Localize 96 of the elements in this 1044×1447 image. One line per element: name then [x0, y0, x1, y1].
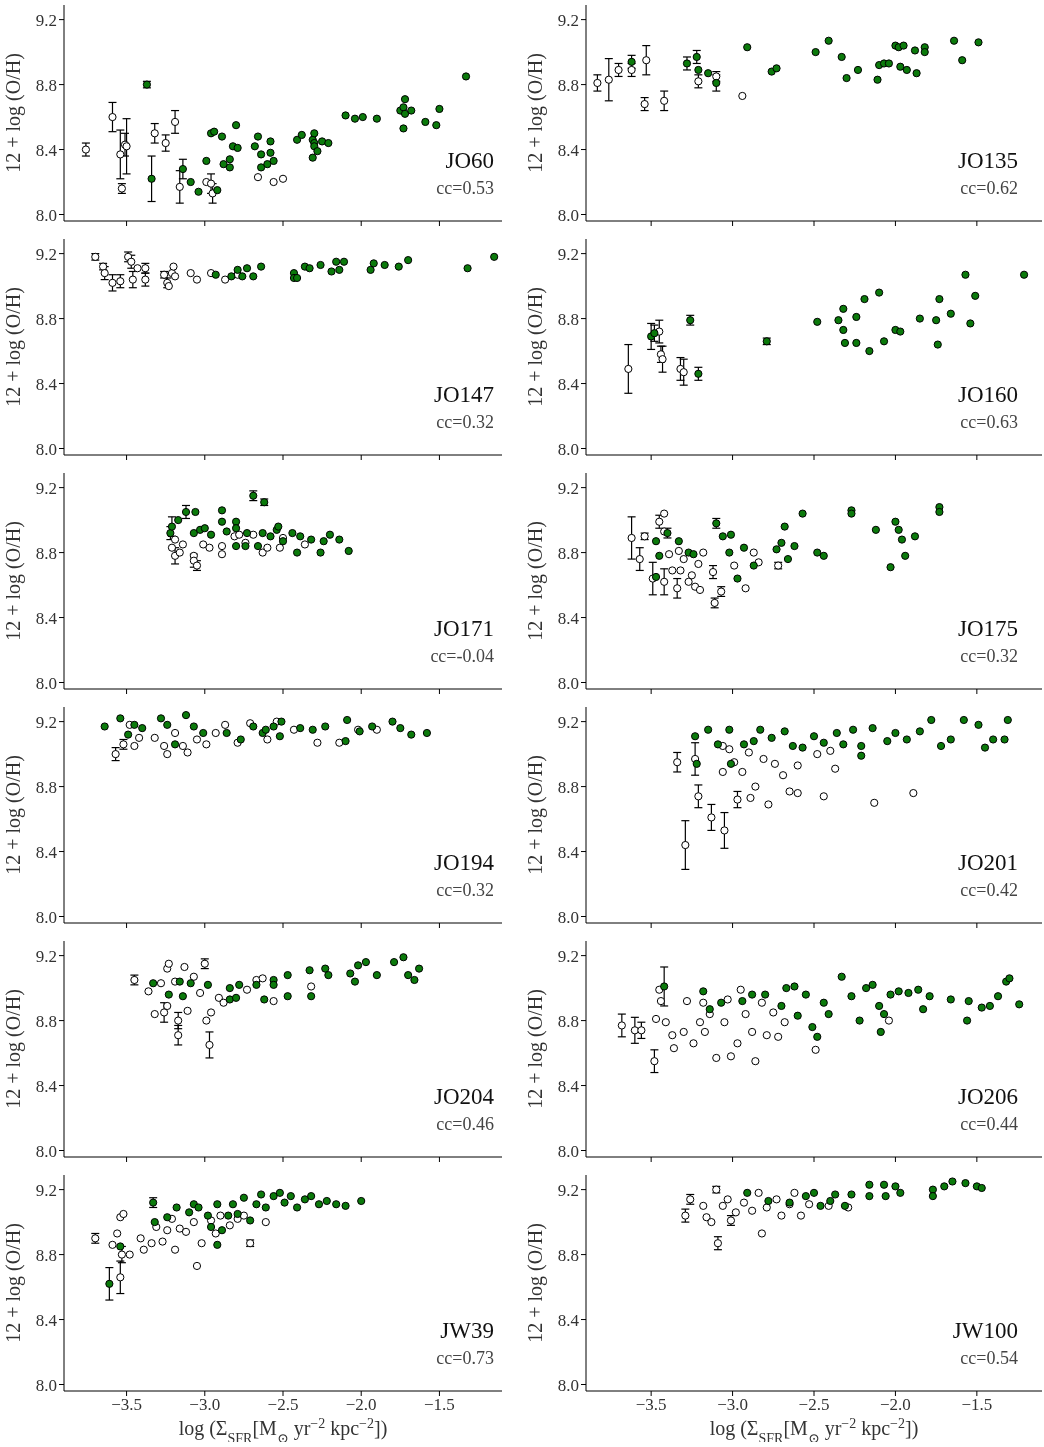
y-tick-label: 8.0	[557, 907, 579, 927]
y-tick-label: 9.2	[557, 946, 579, 966]
y-tick-label: 9.2	[557, 10, 579, 30]
y-tick-label: 8.8	[35, 75, 57, 95]
y-tick-label: 8.8	[35, 777, 57, 797]
y-tick-label: 8.0	[557, 1375, 579, 1395]
y-axis-title: 12 + log (O/H)	[524, 287, 547, 407]
y-axis-title: 12 + log (O/H)	[524, 53, 547, 173]
annotation: cc=0.63	[960, 412, 1018, 433]
x-tick-label: −2.0	[880, 1395, 911, 1415]
y-tick-label: 8.4	[557, 842, 580, 862]
x-tick-label: −3.5	[111, 1395, 142, 1415]
annotation: JW100	[952, 1318, 1018, 1344]
y-axis-title: 12 + log (O/H)	[2, 755, 25, 875]
annotation: JO135	[957, 148, 1018, 174]
y-tick-label: 8.8	[35, 309, 57, 329]
y-axis-title: 12 + log (O/H)	[2, 1223, 25, 1343]
x-tick-label: −3.5	[635, 1395, 667, 1415]
annotation: cc=0.32	[960, 646, 1018, 667]
y-tick-label: 8.8	[35, 543, 57, 563]
annotation: cc=0.62	[960, 178, 1018, 199]
x-tick-label: −2.5	[267, 1395, 299, 1415]
x-tick-label: −2.5	[798, 1395, 830, 1415]
y-tick-label: 9.2	[35, 946, 57, 966]
y-tick-label: 8.0	[35, 1141, 57, 1161]
annotation: cc=0.42	[960, 880, 1018, 901]
y-tick-label: 8.4	[35, 1076, 58, 1096]
y-axis-title: 12 + log (O/H)	[2, 287, 25, 407]
annotation: cc=0.54	[960, 1348, 1018, 1369]
y-tick-label: 8.8	[557, 1245, 579, 1265]
x-tick-label: −1.5	[961, 1395, 993, 1415]
y-tick-label: 8.4	[557, 608, 580, 628]
x-tick-label: −3.0	[717, 1395, 748, 1415]
y-tick-label: 8.4	[35, 1310, 58, 1330]
annotation: cc=-0.04	[430, 646, 494, 667]
y-tick-label: 9.2	[35, 244, 57, 264]
y-tick-label: 8.8	[557, 1011, 579, 1031]
annotation: cc=0.32	[436, 412, 494, 433]
y-tick-label: 8.4	[557, 1076, 580, 1096]
y-axis-title: 12 + log (O/H)	[524, 755, 547, 875]
y-tick-label: 8.4	[35, 608, 58, 628]
x-tick-label: −1.5	[424, 1395, 455, 1415]
annotation: JO60	[445, 148, 494, 174]
annotation: JO201	[957, 850, 1018, 876]
y-tick-label: 8.4	[557, 1310, 580, 1330]
annotation: cc=0.44	[960, 1114, 1018, 1135]
y-tick-label: 9.2	[557, 712, 579, 732]
y-tick-label: 8.4	[35, 374, 58, 394]
y-tick-label: 8.8	[557, 777, 579, 797]
y-axis-title: 12 + log (O/H)	[524, 1223, 547, 1343]
y-tick-label: 8.8	[557, 75, 579, 95]
y-tick-label: 9.2	[35, 1180, 57, 1200]
y-axis-title: 12 + log (O/H)	[524, 521, 547, 641]
y-tick-label: 8.8	[557, 309, 579, 329]
y-tick-label: 9.2	[35, 712, 57, 732]
y-tick-label: 8.0	[557, 1141, 579, 1161]
y-tick-label: 9.2	[557, 244, 579, 264]
y-tick-label: 8.0	[557, 439, 579, 459]
y-tick-label: 8.4	[557, 374, 580, 394]
y-tick-label: 8.8	[35, 1245, 57, 1265]
annotation: cc=0.32	[436, 880, 494, 901]
y-tick-label: 8.0	[557, 673, 579, 693]
annotation: JO194	[433, 850, 494, 876]
y-tick-label: 8.0	[35, 1375, 57, 1395]
annotation: cc=0.73	[436, 1348, 494, 1369]
y-axis-title: 12 + log (O/H)	[2, 53, 25, 173]
x-tick-label: −2.0	[345, 1395, 377, 1415]
y-tick-label: 9.2	[35, 10, 57, 30]
y-tick-label: 8.8	[35, 1011, 57, 1031]
y-axis-title: 12 + log (O/H)	[2, 521, 25, 641]
annotation: JO204	[433, 1084, 494, 1110]
y-tick-label: 8.8	[557, 543, 579, 563]
y-tick-label: 8.0	[35, 205, 57, 225]
y-tick-label: 8.0	[557, 205, 579, 225]
text: log (Σ$_{SFR}$[M$_{⊙}$ yr$^{−2}$ kpc$^{−2}$])	[709, 1415, 919, 1446]
annotation: JO147	[433, 382, 494, 408]
x-tick-label: −3.0	[189, 1395, 221, 1415]
y-tick-label: 8.4	[35, 140, 58, 160]
y-tick-label: 8.4	[35, 842, 58, 862]
text: log (Σ$_{SFR}$[M$_{⊙}$ yr$^{−2}$ kpc$^{−2}$])	[178, 1415, 388, 1446]
y-tick-label: 9.2	[557, 1180, 579, 1200]
annotation: cc=0.53	[436, 178, 494, 199]
annotation: JO171	[433, 616, 494, 642]
annotation: JO175	[957, 616, 1018, 642]
y-tick-label: 8.0	[35, 439, 57, 459]
y-axis-title: 12 + log (O/H)	[524, 989, 547, 1109]
y-tick-label: 9.2	[35, 478, 57, 498]
annotation: JO206	[957, 1084, 1018, 1110]
y-tick-label: 8.0	[35, 673, 57, 693]
y-tick-label: 8.0	[35, 907, 57, 927]
y-tick-label: 9.2	[557, 478, 579, 498]
y-tick-label: 8.4	[557, 140, 580, 160]
y-axis-title: 12 + log (O/H)	[2, 989, 25, 1109]
annotation: cc=0.46	[436, 1114, 494, 1135]
annotation: JO160	[957, 382, 1018, 408]
annotation: JW39	[440, 1318, 494, 1344]
